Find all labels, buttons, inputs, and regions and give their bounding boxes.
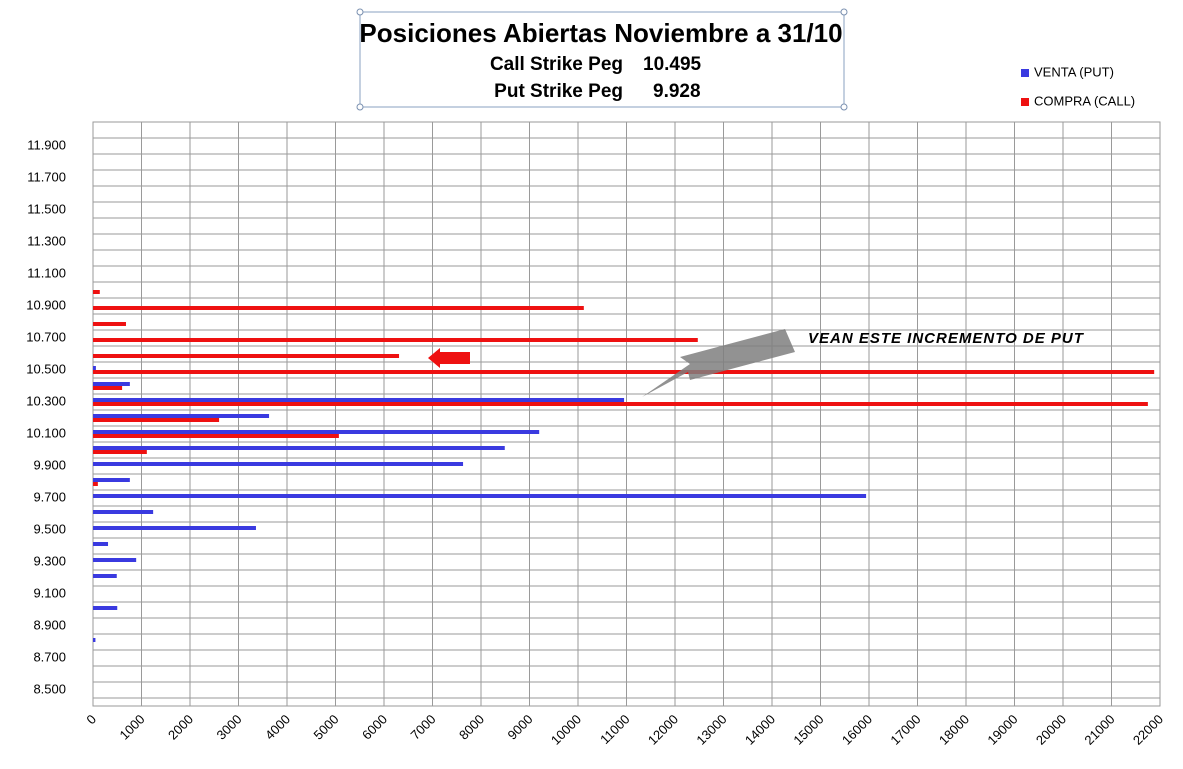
legend-label: COMPRA (CALL) — [1034, 93, 1135, 108]
handle — [356, 103, 364, 111]
bar — [93, 638, 96, 642]
bar — [93, 494, 867, 498]
handle — [840, 8, 848, 16]
bar — [93, 402, 1148, 406]
call-label: Call Strike Peg — [490, 54, 623, 75]
bar — [93, 434, 339, 438]
bar — [93, 526, 256, 530]
y-tick-label: 11.700 — [27, 169, 66, 184]
bar — [93, 450, 147, 454]
y-tick-label: 8.900 — [33, 617, 66, 632]
bar — [93, 398, 625, 402]
y-tick-label: 9.300 — [33, 553, 66, 568]
y-tick-label: 10.100 — [26, 425, 66, 440]
title-box — [359, 11, 845, 108]
bar — [93, 574, 117, 578]
bar — [93, 482, 98, 486]
red-arrow — [428, 348, 470, 368]
y-tick-label: 10.700 — [26, 329, 66, 344]
bar — [93, 478, 130, 482]
y-tick-label: 9.100 — [33, 585, 66, 600]
bar — [93, 606, 118, 610]
y-tick-label: 11.500 — [27, 201, 66, 216]
put-label: Put Strike Peg — [494, 81, 623, 102]
y-tick-label: 10.300 — [26, 393, 66, 408]
y-tick-label: 9.900 — [33, 457, 66, 472]
bar — [93, 354, 400, 358]
bar — [93, 370, 1155, 374]
bar — [93, 446, 505, 450]
y-tick-label: 10.900 — [26, 297, 66, 312]
legend-label: VENTA (PUT) — [1034, 64, 1114, 79]
bar — [93, 306, 584, 310]
chart-title: Posiciones Abiertas Noviembre a 31/10 — [359, 18, 842, 48]
put-value: 9.928 — [653, 81, 701, 102]
y-tick-label: 9.500 — [33, 521, 66, 536]
bar — [93, 386, 123, 390]
y-tick-label: 8.500 — [33, 681, 66, 696]
y-tick-label: 11.100 — [27, 265, 66, 280]
annotation: VEAN ESTE INCREMENTO DE PUT — [808, 330, 1085, 347]
bar — [93, 366, 96, 370]
annotation-arrow — [642, 329, 795, 397]
y-tick-label: 11.300 — [27, 233, 66, 248]
bar — [93, 322, 126, 326]
bar — [93, 510, 154, 514]
bar — [93, 430, 540, 434]
y-tick-label: 8.700 — [33, 649, 66, 664]
legend-swatch — [1021, 69, 1029, 77]
bar — [93, 542, 109, 546]
legend-swatch — [1021, 98, 1029, 106]
bar — [93, 290, 100, 294]
y-tick-label: 9.700 — [33, 489, 66, 504]
handle — [840, 103, 848, 111]
call-value: 10.495 — [643, 54, 702, 75]
bar — [93, 558, 137, 562]
bar — [93, 382, 130, 386]
y-tick-label: 11.900 — [27, 137, 66, 152]
y-tick-label: 10.500 — [26, 361, 66, 376]
bar — [93, 338, 698, 342]
bar — [93, 414, 270, 418]
bar — [93, 462, 464, 466]
bar — [93, 418, 220, 422]
handle — [356, 8, 364, 16]
